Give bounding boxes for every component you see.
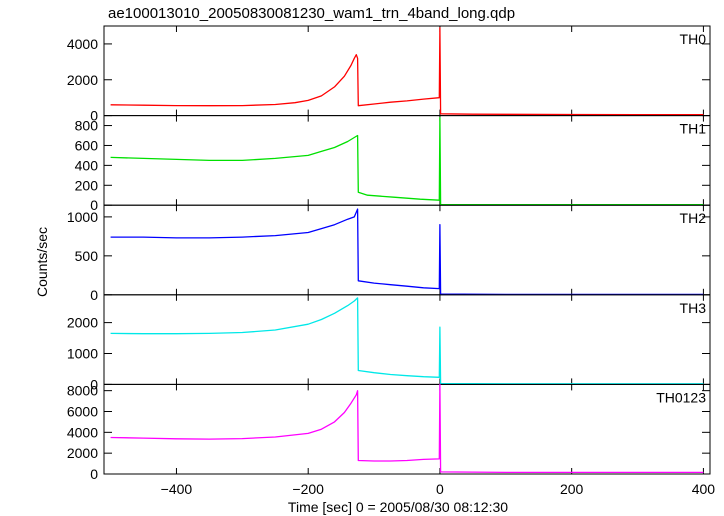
panel-th3: 0 1000 2000 TH3 bbox=[67, 294, 711, 392]
y-tick-label: 4000 bbox=[67, 36, 98, 52]
panel-label: TH2 bbox=[680, 210, 707, 226]
x-tick-label: 400 bbox=[692, 481, 716, 497]
y-tick-label: 400 bbox=[75, 157, 99, 173]
y-tick-label: 500 bbox=[75, 248, 99, 264]
y-tick-label: 0 bbox=[90, 466, 98, 482]
y-tick-label: 4000 bbox=[67, 424, 98, 440]
x-axis: −400 −200 0 200 400 bbox=[161, 481, 716, 497]
panel-label: TH3 bbox=[680, 300, 707, 316]
y-tick-label: 200 bbox=[75, 177, 99, 193]
y-axis-label: Counts/sec bbox=[34, 227, 50, 297]
y-tick-label: 0 bbox=[90, 108, 98, 124]
panel-label: TH0 bbox=[680, 31, 707, 47]
y-tick-label: 2000 bbox=[67, 72, 98, 88]
panel-frame bbox=[103, 294, 711, 385]
panel-frame bbox=[103, 204, 711, 296]
series-line-th1 bbox=[110, 116, 704, 206]
panel-th0123: 0 2000 4000 6000 8000 TH0123 bbox=[67, 383, 711, 482]
y-tick-label: 800 bbox=[75, 118, 99, 134]
panel-frame bbox=[103, 383, 711, 475]
x-axis-label: Time [sec] 0 = 2005/08/30 08:12:30 bbox=[288, 499, 508, 515]
x-tick-label: −200 bbox=[292, 481, 324, 497]
series-line-th0123 bbox=[110, 383, 704, 474]
y-tick-label: 0 bbox=[90, 287, 98, 303]
series-line-th0 bbox=[110, 27, 704, 116]
panel-th1: 0 200 400 600 800 TH1 bbox=[75, 115, 711, 213]
y-tick-label: 2000 bbox=[67, 315, 98, 331]
panel-th0: 0 2000 4000 TH0 bbox=[67, 25, 711, 124]
series-line-th3 bbox=[110, 297, 704, 385]
panel-frame bbox=[103, 25, 711, 117]
y-tick-label: 8000 bbox=[67, 383, 98, 399]
x-tick-label: 200 bbox=[560, 481, 584, 497]
y-tick-label: 600 bbox=[75, 137, 99, 153]
panel-th2: 0 500 1000 TH2 bbox=[67, 204, 711, 303]
x-tick-label: −400 bbox=[161, 481, 193, 497]
panel-label: TH0123 bbox=[656, 389, 706, 405]
y-tick-label: 0 bbox=[90, 197, 98, 213]
series-line-th2 bbox=[110, 208, 704, 296]
y-tick-label: 1000 bbox=[67, 209, 98, 225]
x-tick-label: 0 bbox=[436, 481, 444, 497]
y-tick-label: 1000 bbox=[67, 346, 98, 362]
chart-title: ae100013010_20050830081230_wam1_trn_4ban… bbox=[108, 5, 515, 22]
panel-label: TH1 bbox=[680, 121, 707, 137]
y-tick-label: 2000 bbox=[67, 445, 98, 461]
y-tick-label: 6000 bbox=[67, 403, 98, 419]
y-tick-label: 0 bbox=[90, 376, 98, 392]
